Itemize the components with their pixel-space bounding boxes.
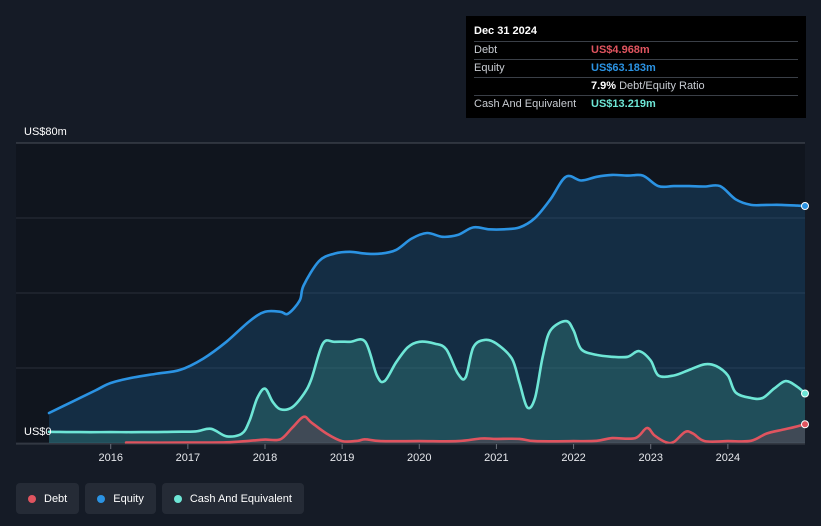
tooltip-equity-label: Equity: [474, 62, 505, 74]
x-tick-label-2024: 2024: [716, 452, 740, 464]
x-tick-label-2020: 2020: [407, 452, 431, 464]
legend-dot-debt: [28, 494, 36, 503]
legend-label-cash: Cash And Equivalent: [189, 492, 292, 505]
x-tick-label-2019: 2019: [330, 452, 354, 464]
series-end-markers: [801, 202, 809, 429]
tooltip-ratio-value: 7.9%: [591, 80, 617, 92]
legend-label-debt: Debt: [44, 492, 68, 505]
line-debt: [124, 415, 807, 445]
tooltip-row-debt: Debt US$4.968m: [474, 41, 798, 59]
tooltip-debt-label: Debt: [474, 44, 498, 56]
legend-dot-equity: [97, 494, 106, 503]
legend: Debt Equity Cash And Equivalent: [16, 483, 304, 514]
line-cash-and-equivalent: [47, 319, 807, 438]
tooltip-debt-value: US$4.968m: [591, 44, 650, 56]
tooltip-date: Dec 31 2024: [474, 25, 537, 37]
x-tick-label-2016: 2016: [98, 452, 122, 464]
end-marker-debt: [801, 420, 809, 429]
tooltip-row-equity: Equity US$63.183m: [474, 59, 798, 77]
series-lines: [47, 173, 807, 445]
x-tick-label-2018: 2018: [253, 452, 277, 464]
area-debt: [126, 416, 806, 444]
x-tick-label-2022: 2022: [561, 452, 585, 464]
legend-item-debt[interactable]: Debt: [16, 483, 80, 514]
line-equity: [47, 173, 807, 415]
end-marker-equity: [801, 202, 809, 210]
y-axis-top-label: US$80m: [24, 126, 67, 138]
legend-item-equity[interactable]: Equity: [85, 483, 156, 514]
legend-label-equity: Equity: [113, 492, 144, 505]
legend-dot-cash: [173, 494, 182, 503]
x-tick-label-2023: 2023: [638, 452, 662, 464]
tooltip-cash-label: Cash And Equivalent: [474, 98, 577, 110]
x-tick-label-2017: 2017: [176, 452, 200, 464]
series-areas: [49, 174, 806, 444]
x-axis: 2016 2017 2018 2019 2020 2021 2022 2023 2024: [16, 443, 805, 464]
tooltip-row-ratio: 7.9% Debt/Equity Ratio: [474, 77, 798, 95]
area-cash-and-equivalent: [49, 321, 805, 443]
tooltip-row-cash: Cash And Equivalent US$13.219m: [474, 95, 798, 113]
x-tick-label-2021: 2021: [484, 452, 508, 464]
tooltip-ratio-label: Debt/Equity Ratio: [619, 80, 705, 92]
y-axis-bottom-label: US$0: [24, 426, 52, 438]
tooltip-equity-value: US$63.183m: [591, 62, 656, 74]
legend-item-cash[interactable]: Cash And Equivalent: [161, 483, 304, 514]
tooltip-panel: Dec 31 2024 Debt US$4.968m Equity US$63.…: [466, 16, 806, 118]
area-equity: [49, 174, 805, 443]
tooltip-ratio-spacer: [474, 78, 591, 95]
end-marker-cash-and-equivalent: [801, 389, 809, 398]
tooltip-cash-value: US$13.219m: [591, 98, 656, 110]
